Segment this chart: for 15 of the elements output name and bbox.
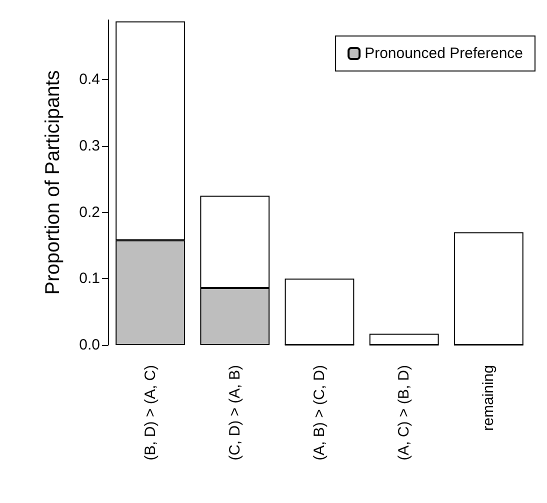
- y-tick-label: 0.0: [79, 336, 100, 354]
- x-tick-label: (A, C) > (B, D): [396, 364, 413, 460]
- x-tick-label: (B, D) > (A, C): [142, 364, 159, 460]
- y-tick-label: 0.2: [79, 204, 100, 221]
- x-tick-label: (A, B) > (C, D): [311, 364, 328, 460]
- bar: [284, 278, 354, 345]
- x-tick-label: remaining: [480, 365, 498, 431]
- bar: [454, 232, 524, 345]
- y-tick-label: 0.4: [79, 71, 100, 88]
- y-tick-label: 0.1: [79, 270, 100, 288]
- x-tick-label: (C, D) > (A, B): [226, 364, 244, 460]
- legend-label: Pronounced Preference: [364, 45, 523, 62]
- y-tick-label: 0.3: [79, 138, 100, 155]
- bar: [369, 334, 439, 345]
- y-axis-title: Proportion of Participants: [42, 70, 64, 295]
